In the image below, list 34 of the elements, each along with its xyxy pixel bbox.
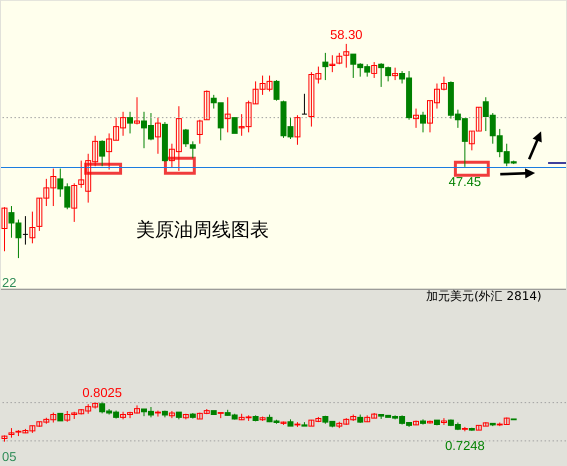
candlestick	[99, 140, 106, 167]
candlestick	[190, 140, 196, 159]
candlestick	[371, 62, 378, 78]
candlestick	[329, 54, 336, 73]
candlestick	[8, 428, 14, 438]
text: 22	[2, 274, 16, 290]
candlestick	[1, 206, 8, 252]
candlestick	[134, 96, 140, 125]
candlestick	[322, 52, 328, 81]
candlestick	[301, 93, 308, 115]
candlestick	[274, 80, 280, 102]
candlestick	[413, 108, 420, 128]
candlestick	[196, 119, 203, 144]
candlestick	[343, 43, 350, 68]
candlestick	[22, 216, 28, 246]
candlestick	[294, 114, 300, 146]
annotation: 47.45	[448, 174, 482, 189]
candlestick	[182, 128, 189, 148]
candlestick	[392, 67, 398, 81]
candlestick	[336, 52, 342, 65]
candlestick	[420, 111, 426, 133]
candlestick	[71, 182, 78, 222]
candlestick	[154, 117, 161, 154]
annotation: 58.30	[330, 26, 362, 42]
candlestick	[232, 117, 238, 134]
chart-title: 加元美元(外汇 2814)	[426, 288, 542, 303]
text: 美原油周线图表	[136, 218, 269, 241]
candlestick	[127, 111, 134, 134]
annotation: 0.8025	[82, 384, 122, 400]
candlestick	[224, 96, 231, 133]
candlestick	[29, 211, 36, 244]
candlestick	[204, 90, 210, 120]
annotation: 0.7248	[445, 438, 485, 454]
text: 05	[2, 449, 16, 464]
